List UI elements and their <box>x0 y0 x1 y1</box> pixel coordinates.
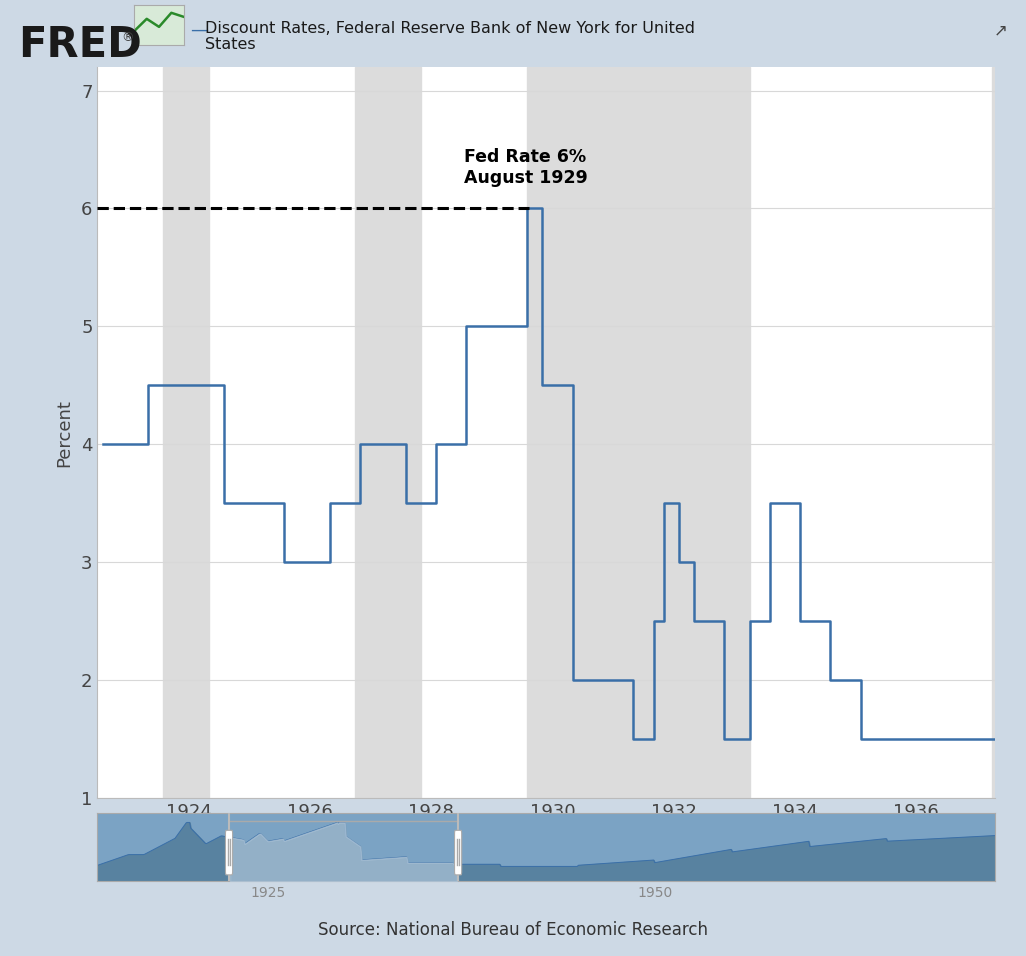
Text: ®: ® <box>121 31 133 44</box>
Text: ↗: ↗ <box>994 21 1009 39</box>
Text: Fed Rate 6%
August 1929: Fed Rate 6% August 1929 <box>465 148 588 187</box>
FancyBboxPatch shape <box>455 831 462 875</box>
Bar <box>355 67 421 798</box>
Text: —: — <box>190 21 208 39</box>
Text: Source: National Bureau of Economic Research: Source: National Bureau of Economic Rese… <box>318 921 708 939</box>
Text: Discount Rates, Federal Reserve Bank of New York for United: Discount Rates, Federal Reserve Bank of … <box>205 21 696 36</box>
Bar <box>527 67 750 798</box>
Bar <box>992 67 995 798</box>
Text: States: States <box>205 37 255 53</box>
FancyBboxPatch shape <box>226 831 233 875</box>
Bar <box>163 67 208 798</box>
Y-axis label: Percent: Percent <box>54 399 73 467</box>
Text: FRED: FRED <box>18 24 143 66</box>
